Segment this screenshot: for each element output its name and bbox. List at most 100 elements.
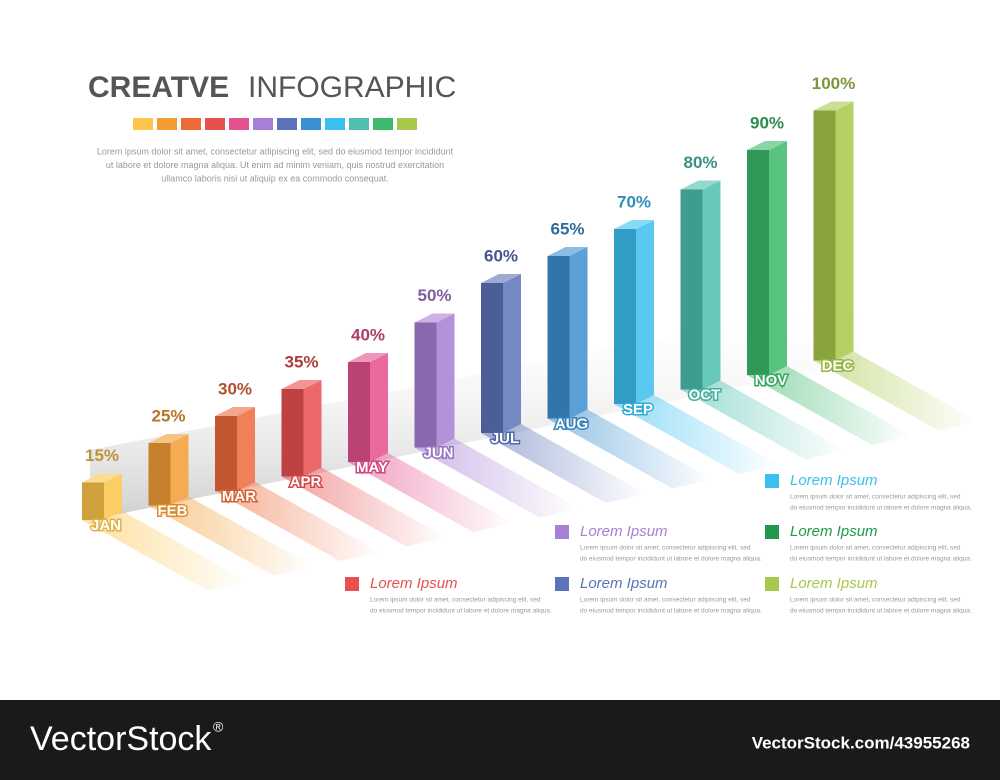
bar-side — [104, 473, 122, 520]
legend-swatch — [765, 474, 779, 488]
bar — [148, 443, 171, 506]
category-label: NOV — [755, 372, 788, 389]
color-chip — [373, 118, 393, 130]
bar-group: 65% AUG — [547, 219, 590, 434]
bar-group: 50% JUN — [414, 286, 455, 463]
bar-group: 100% DEC — [812, 74, 855, 376]
color-chip — [181, 118, 201, 130]
value-label: 65% — [550, 219, 584, 238]
category-label: FEB — [158, 502, 188, 519]
bar — [614, 229, 636, 404]
category-label: APR — [290, 473, 322, 490]
value-label: 70% — [617, 192, 651, 211]
bar — [414, 322, 437, 448]
bar-side — [769, 141, 787, 375]
value-label: 30% — [218, 379, 252, 398]
bar-group: 30% MAR — [215, 379, 258, 506]
legend-swatch — [555, 525, 569, 539]
color-chips — [133, 118, 417, 130]
bar-group: 60% JUL — [481, 246, 521, 448]
bar-side — [303, 380, 322, 477]
category-label: JUL — [491, 430, 519, 447]
title-bold: CREATVE — [88, 71, 229, 104]
legend-text: do eiusmod tempor incididunt ut labore e… — [790, 556, 972, 563]
color-chip — [349, 118, 369, 130]
bar-shadow — [813, 351, 979, 431]
description: Lorem ipsum dolor sit amet, consectetur … — [97, 146, 454, 183]
category-label: MAY — [356, 459, 388, 476]
description-line: ullamco laboris nisi ut aliquip ex ea co… — [161, 173, 389, 183]
bar-side — [569, 247, 588, 419]
bar-shadow — [614, 395, 779, 474]
legend-swatch — [345, 577, 359, 591]
color-chip — [301, 118, 321, 130]
bar-shadow — [547, 409, 713, 489]
legend-text: do eiusmod tempor incididunt ut labore e… — [580, 556, 762, 563]
value-label: 60% — [484, 246, 518, 265]
legend-text: Lorem ipsum dolor sit amet, consectetur … — [580, 545, 751, 552]
color-chip — [229, 118, 249, 130]
bar-side — [170, 434, 189, 506]
footer-mark: ® — [213, 719, 224, 735]
bar-group: 25% FEB — [148, 406, 189, 521]
bar-side — [636, 220, 654, 404]
bar-shadow — [414, 438, 580, 518]
legend-label: Lorem Ipsum — [790, 523, 878, 540]
bar-shadow — [148, 496, 314, 576]
description-line: ut labore et dolore magna aliqua. Ut eni… — [106, 160, 444, 170]
legend-swatch — [555, 577, 569, 591]
legend-text: do eiusmod tempor incididunt ut labore e… — [790, 608, 972, 615]
bar-shadow — [747, 366, 912, 445]
legend-text: do eiusmod tempor incididunt ut labore e… — [790, 505, 972, 512]
bar — [82, 482, 104, 520]
color-chip — [205, 118, 225, 130]
bar-group: 15% JAN — [82, 446, 123, 535]
bar — [281, 389, 304, 477]
bar-side — [370, 353, 388, 462]
legend-text: do eiusmod tempor incididunt ut labore e… — [580, 608, 762, 615]
legend-swatch — [765, 577, 779, 591]
bar-shadow — [680, 380, 846, 460]
bar-top — [680, 180, 721, 190]
color-chip — [325, 118, 345, 130]
color-chip — [157, 118, 177, 130]
bar-top — [547, 247, 588, 256]
bar — [348, 362, 370, 462]
color-chip — [253, 118, 273, 130]
color-chip — [277, 118, 297, 130]
bar — [747, 150, 769, 375]
shadows — [82, 351, 979, 590]
bar-side — [503, 274, 521, 433]
legend-swatch — [765, 525, 779, 539]
value-label: 50% — [417, 286, 451, 305]
legend-text: Lorem ipsum dolor sit amet, consectetur … — [790, 494, 961, 501]
bar — [547, 256, 570, 419]
bar-group: 35% APR — [281, 352, 323, 492]
footer-id: VectorStock.com/43955268 — [752, 733, 970, 752]
legend-label: Lorem Ipsum — [790, 575, 878, 592]
value-label: 35% — [284, 352, 318, 371]
description-line: Lorem ipsum dolor sit amet, consectetur … — [97, 146, 454, 156]
bar-top — [481, 274, 521, 283]
color-chip — [133, 118, 153, 130]
legend-label: Lorem Ipsum — [580, 575, 668, 592]
legend-text: Lorem ipsum dolor sit amet, consectetur … — [370, 597, 541, 604]
legend-text: Lorem ipsum dolor sit amet, consectetur … — [580, 597, 751, 604]
legend-text: Lorem ipsum dolor sit amet, consectetur … — [790, 545, 961, 552]
legend-text: Lorem ipsum dolor sit amet, consectetur … — [790, 597, 961, 604]
legend-label: Lorem Ipsum — [580, 523, 668, 540]
bar-top — [215, 407, 255, 416]
legend-label: Lorem Ipsum — [790, 472, 878, 489]
category-label: OCT — [689, 386, 721, 403]
bar-top — [414, 313, 455, 323]
bar-top — [614, 220, 654, 229]
bar-side — [835, 101, 854, 361]
value-label: 40% — [351, 325, 385, 344]
bar — [481, 283, 503, 433]
bar-group: 70% SEP — [614, 192, 655, 419]
category-label: JUN — [423, 444, 453, 461]
bar-shadow — [281, 467, 447, 547]
bar — [215, 416, 237, 491]
bar-side — [436, 313, 455, 448]
